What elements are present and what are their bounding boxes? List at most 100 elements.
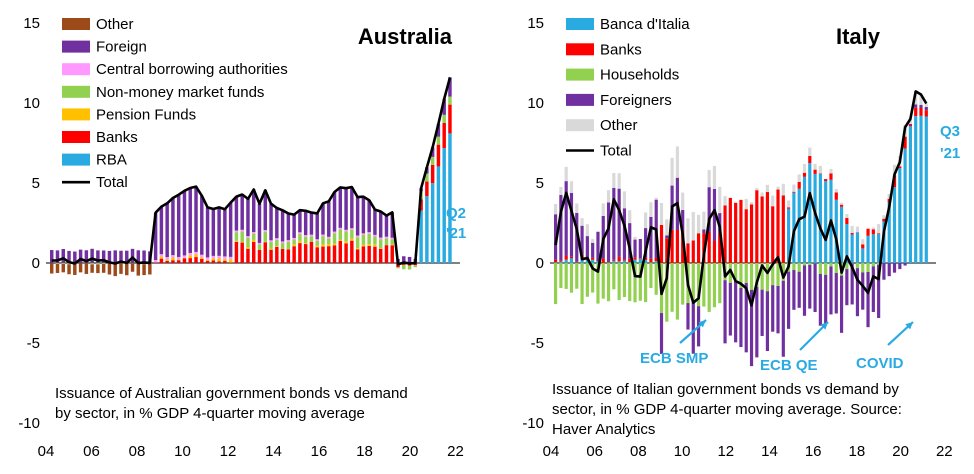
bar-segment-banks: [845, 218, 848, 224]
bar-segment-households: [575, 263, 578, 289]
bar-segment-banks: [925, 110, 928, 116]
bar-segment-pension-funds: [160, 257, 163, 259]
bar-segment-central-borrowing-authorities: [165, 257, 168, 259]
bar-segment-foreigners: [776, 286, 779, 333]
bar-segment-banks: [734, 203, 737, 263]
bar-segment-banks: [281, 249, 284, 263]
bar-segment-foreigners: [633, 240, 636, 258]
bar-segment-banca-d-italia: [824, 181, 827, 263]
bar-segment-foreign: [90, 249, 93, 263]
bar-segment-banks: [872, 229, 875, 234]
bar-segment-banks: [223, 261, 226, 263]
bar-segment-central-borrowing-authorities: [327, 237, 330, 239]
bar-segment-banca-d-italia: [633, 260, 636, 263]
bar-segment-banca-d-italia: [554, 262, 557, 263]
period-label: '21: [446, 225, 466, 242]
bar-segment-foreign: [160, 207, 163, 255]
legend-swatch: [62, 131, 90, 143]
bar-segment-central-borrowing-authorities: [235, 231, 238, 233]
x-tick-label: 06: [586, 443, 603, 460]
bar-segment-banks: [367, 246, 370, 263]
bar-segment-households: [554, 263, 557, 304]
bar-segment-central-borrowing-authorities: [183, 255, 186, 257]
bar-segment-non-money-market-funds: [379, 239, 382, 248]
annotation-label: ECB QE: [760, 357, 818, 374]
bar-segment-banca-d-italia: [819, 174, 822, 263]
bar-segment-foreign: [212, 209, 215, 256]
bar-segment-foreign: [189, 188, 192, 253]
x-tick-label: 14: [265, 443, 282, 460]
bar-segment-banca-d-italia: [591, 260, 594, 263]
bar-segment-other: [73, 264, 76, 275]
bar-segment-banks: [771, 206, 774, 263]
bar-segment-households: [861, 263, 864, 272]
bar-segment-central-borrowing-authorities: [269, 240, 272, 242]
bar-segment-foreigners: [845, 269, 848, 305]
bar-segment-banks: [824, 179, 827, 181]
bar-segment-banks: [851, 233, 854, 234]
bar-segment-foreigners: [792, 270, 795, 310]
bar-segment-banks: [745, 209, 748, 263]
x-tick-label: 22: [447, 443, 464, 460]
bar-segment-banks: [554, 260, 557, 263]
bar-segment-other: [745, 199, 748, 209]
bar-segment-banks: [761, 196, 764, 263]
x-tick-label: 14: [761, 443, 778, 460]
bar-segment-central-borrowing-authorities: [212, 256, 215, 258]
bar-segment-other: [782, 184, 785, 196]
y-tick-label: -5: [27, 335, 40, 352]
bar-segment-non-money-market-funds: [402, 265, 405, 269]
bar-segment-other: [67, 264, 70, 274]
legend-label: Central borrowing authorities: [96, 61, 288, 78]
bar-segment-foreigners: [660, 313, 663, 354]
bar-segment-non-money-market-funds: [264, 232, 267, 242]
bar-segment-non-money-market-funds: [391, 239, 394, 244]
bar-segment-banks: [909, 125, 912, 126]
bar-segment-foreign: [142, 251, 145, 263]
y-tick-label: -5: [531, 335, 544, 352]
x-tick-label: 20: [402, 443, 419, 460]
bar-segment-banca-d-italia: [925, 117, 928, 263]
bar-segment-foreign: [385, 216, 388, 237]
bar-segment-foreign: [367, 200, 370, 232]
legend-label: Total: [96, 174, 128, 191]
legend-label: Households: [600, 67, 679, 84]
bar-segment-other: [840, 203, 843, 205]
bar-segment-central-borrowing-authorities: [362, 233, 365, 235]
bar-segment-foreigners: [882, 263, 885, 280]
bar-segment-banks: [877, 233, 880, 234]
x-tick-label: 22: [936, 443, 953, 460]
bar-segment-central-borrowing-authorities: [315, 239, 318, 241]
bar-segment-foreigners: [639, 239, 642, 258]
bar-segment-banca-d-italia: [639, 259, 642, 263]
bar-segment-banca-d-italia: [851, 234, 854, 263]
bar-segment-other: [131, 263, 134, 271]
bar-segment-other: [612, 173, 615, 188]
bar-segment-other: [591, 239, 594, 243]
bar-segment-other: [766, 185, 769, 192]
bar-segment-banks: [692, 240, 695, 263]
x-tick-label: 04: [543, 443, 560, 460]
bar-segment-non-money-market-funds: [102, 263, 105, 264]
bar-segment-banca-d-italia: [628, 262, 631, 263]
bar-segment-other: [142, 264, 145, 275]
bar-segment-foreign: [223, 209, 226, 256]
bar-segment-non-money-market-funds: [327, 238, 330, 244]
bar-segment-pension-funds: [304, 243, 307, 244]
bar-segment-banks: [327, 246, 330, 263]
bar-segment-banks: [269, 250, 272, 263]
bar-segment-foreigners: [686, 303, 689, 330]
bar-segment-banks: [391, 245, 394, 263]
bar-segment-banks: [835, 192, 838, 199]
bar-segment-banca-d-italia: [565, 260, 568, 263]
y-tick-label: 5: [536, 175, 544, 192]
bar-segment-banks: [229, 262, 232, 263]
period-label: Q3: [940, 123, 960, 140]
bar-segment-foreign: [200, 196, 203, 255]
legend-swatch: [62, 63, 90, 75]
bar-segment-foreigners: [702, 229, 705, 233]
bar-segment-foreign: [287, 213, 290, 240]
bar-segment-other: [580, 218, 583, 226]
bar-segment-pension-funds: [321, 244, 324, 246]
bar-segment-pension-funds: [315, 246, 318, 247]
